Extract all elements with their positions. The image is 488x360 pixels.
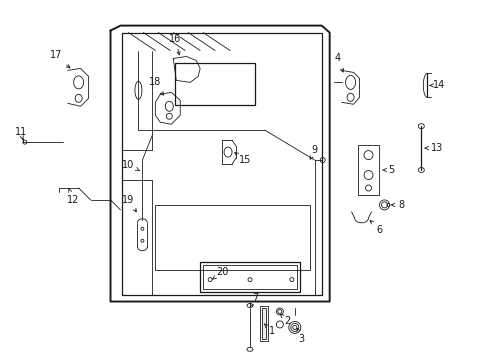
Text: 17: 17: [49, 50, 70, 68]
Text: 1: 1: [264, 324, 274, 336]
Text: 8: 8: [390, 200, 404, 210]
Bar: [200, 262, 299, 292]
Bar: [155, 205, 309, 270]
Text: 4: 4: [334, 54, 343, 72]
Text: 10: 10: [122, 160, 140, 171]
Bar: [357, 145, 379, 195]
Text: 18: 18: [149, 77, 163, 95]
Text: 3: 3: [296, 328, 304, 345]
Text: 15: 15: [234, 153, 251, 165]
Text: 11: 11: [15, 127, 27, 140]
Text: 16: 16: [169, 33, 181, 55]
Bar: [203, 265, 296, 289]
Text: 5: 5: [382, 165, 394, 175]
Bar: [260, 306, 267, 341]
Text: 19: 19: [122, 195, 136, 212]
Bar: [175, 63, 254, 105]
Text: 9: 9: [309, 145, 317, 159]
Bar: [262, 307, 265, 339]
Text: 2: 2: [280, 314, 290, 327]
Text: 12: 12: [66, 189, 79, 205]
Text: 20: 20: [212, 267, 228, 279]
Text: 14: 14: [429, 80, 445, 90]
Text: 13: 13: [424, 143, 443, 153]
Text: 7: 7: [250, 293, 258, 307]
Text: 6: 6: [369, 220, 382, 235]
